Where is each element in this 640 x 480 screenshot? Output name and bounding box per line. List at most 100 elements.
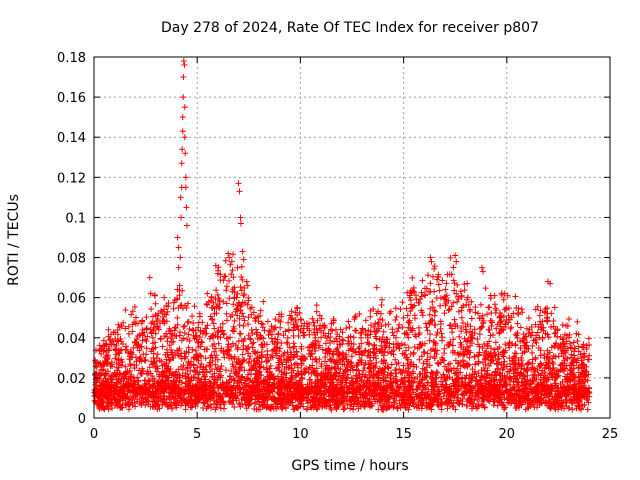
data-point: [460, 302, 467, 309]
data-point: [383, 384, 390, 391]
data-point: [535, 389, 542, 396]
data-point: [147, 326, 154, 333]
data-point: [426, 337, 433, 344]
data-point: [387, 378, 394, 385]
data-point: [434, 347, 441, 354]
data-point: [203, 385, 210, 392]
data-point: [258, 380, 265, 387]
data-point: [248, 371, 255, 378]
data-point: [273, 344, 280, 351]
data-point: [233, 306, 240, 313]
data-point: [152, 363, 159, 370]
data-point: [112, 355, 119, 362]
data-point: [518, 354, 525, 361]
data-point: [335, 365, 342, 372]
data-point: [258, 334, 265, 341]
data-point: [233, 371, 240, 378]
data-point: [279, 361, 286, 368]
data-point: [130, 344, 137, 351]
data-point: [445, 307, 452, 314]
data-point: [278, 340, 285, 347]
data-point: [275, 331, 282, 338]
data-point: [343, 398, 350, 405]
data-point: [205, 298, 212, 305]
data-point: [287, 393, 294, 400]
data-point: [431, 265, 438, 272]
data-point: [234, 290, 241, 297]
data-point: [397, 369, 404, 376]
data-point: [206, 401, 213, 408]
data-point: [420, 360, 427, 367]
data-point: [250, 309, 257, 316]
data-point: [458, 328, 465, 335]
data-point: [359, 325, 366, 332]
data-point: [96, 394, 103, 401]
data-point: [117, 371, 124, 378]
data-point: [517, 345, 524, 352]
data-point: [501, 358, 508, 365]
data-point: [491, 301, 498, 308]
data-point: [372, 363, 379, 370]
data-point: [225, 379, 232, 386]
data-point: [134, 387, 141, 394]
data-point: [584, 377, 591, 384]
data-point: [353, 327, 360, 334]
data-point: [249, 388, 256, 395]
data-point: [437, 318, 444, 325]
data-point: [316, 312, 323, 319]
data-point: [379, 403, 386, 410]
data-point: [228, 367, 235, 374]
data-point: [104, 354, 111, 361]
data-point: [143, 314, 150, 321]
data-point: [485, 381, 492, 388]
data-point: [240, 322, 247, 329]
data-point: [548, 404, 555, 411]
data-point: [472, 361, 479, 368]
data-point: [507, 375, 514, 382]
data-point: [220, 331, 227, 338]
data-point: [96, 342, 103, 349]
data-point: [386, 340, 393, 347]
data-point: [536, 312, 543, 319]
data-point: [580, 341, 587, 348]
data-point: [578, 376, 585, 383]
data-point: [454, 395, 461, 402]
data-point: [154, 316, 161, 323]
data-point: [334, 345, 341, 352]
data-point: [352, 312, 359, 319]
data-point: [138, 343, 145, 350]
data-point: [392, 317, 399, 324]
data-point: [550, 317, 557, 324]
data-point: [316, 342, 323, 349]
data-point: [380, 360, 387, 367]
data-point: [392, 356, 399, 363]
data-point: [275, 375, 282, 382]
data-point: [503, 306, 510, 313]
data-point: [382, 321, 389, 328]
data-point: [221, 330, 228, 337]
data-point: [310, 319, 317, 326]
data-point: [466, 354, 473, 361]
data-point: [323, 362, 330, 369]
data-point: [520, 331, 527, 338]
data-point: [96, 347, 103, 354]
data-point: [375, 319, 382, 326]
data-point: [488, 383, 495, 390]
data-point: [211, 305, 218, 312]
data-point: [112, 371, 119, 378]
data-point: [220, 298, 227, 305]
data-point: [339, 329, 346, 336]
data-point: [149, 334, 156, 341]
data-point: [352, 393, 359, 400]
data-point: [102, 357, 109, 364]
data-point: [371, 329, 378, 336]
data-point: [458, 307, 465, 314]
data-point: [150, 345, 157, 352]
data-point: [428, 395, 435, 402]
data-point: [328, 380, 335, 387]
data-point: [559, 379, 566, 386]
data-point: [227, 334, 234, 341]
data-point: [211, 310, 218, 317]
data-point: [381, 348, 388, 355]
data-point: [521, 348, 528, 355]
